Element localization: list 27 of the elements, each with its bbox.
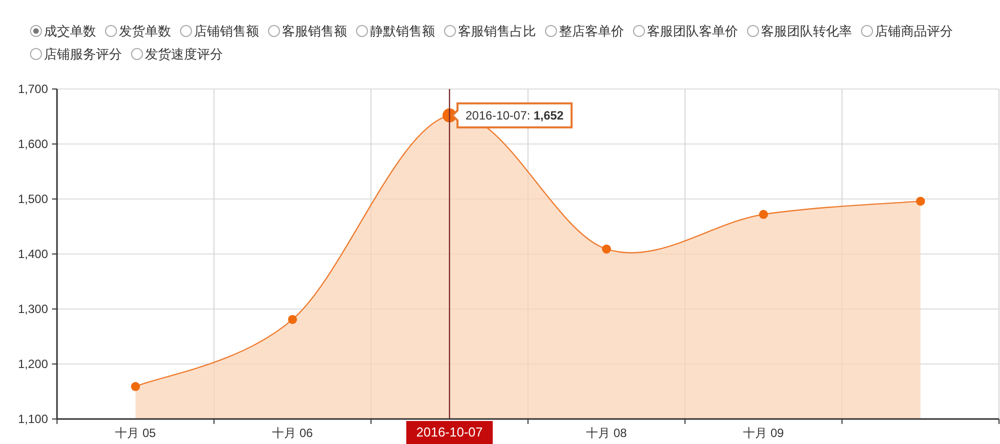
radio-option: 客服团队客单价 — [633, 24, 738, 38]
y-tick-label: 1,200 — [18, 357, 48, 371]
radio-option: 客服销售额 — [268, 24, 347, 38]
radio-option: 店铺服务评分 — [30, 46, 122, 62]
radio-option: 客服团队转化率 — [747, 24, 852, 38]
y-tick-label: 1,400 — [18, 247, 48, 261]
x-tick-label: 十月 09 — [743, 426, 784, 440]
x-tick-label: 十月 05 — [115, 426, 156, 440]
radio-option: 客服销售占比 — [444, 24, 536, 38]
x-tick-label: 十月 08 — [586, 426, 627, 440]
y-tick-label: 1,300 — [18, 302, 48, 316]
radio-option: 店铺销售额 — [180, 24, 259, 38]
legend-item: 成交单数 — [30, 24, 96, 38]
x-tick-label: 2016-10-07 — [416, 424, 483, 440]
radio-option: 整店客单价 — [545, 24, 624, 38]
y-tick-label: 1,700 — [18, 82, 48, 96]
x-tick-label: 十月 06 — [272, 426, 313, 440]
radio-option: 店铺商品评分 — [861, 24, 953, 38]
y-tick-label: 1,600 — [18, 137, 48, 151]
axis-pointer-label: 2016-10-07 — [406, 421, 493, 444]
annotation: 2016-10-07: 1,652 — [466, 108, 564, 122]
y-tick-label: 1,500 — [18, 192, 48, 206]
tooltip: 2016-10-07: 1,652 — [451, 102, 573, 128]
radio-option: 发货速度评分 — [131, 46, 223, 62]
radio-option: 静默销售额 — [356, 24, 435, 38]
y-tick-label: 1,100 — [18, 412, 48, 426]
radio-option: 发货单数 — [105, 24, 171, 38]
